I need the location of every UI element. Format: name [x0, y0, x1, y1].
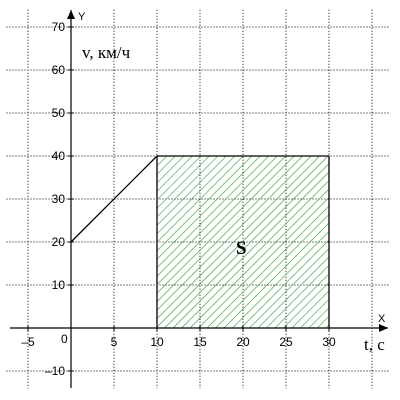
- area-label: S: [236, 238, 247, 259]
- series-line: [70, 155, 329, 243]
- x-tick-label: 25: [279, 335, 293, 349]
- x-tick-label: 30: [322, 335, 336, 349]
- y-tick-label: 20: [52, 235, 66, 249]
- origin-label: 0: [61, 332, 68, 346]
- y-axis-arrow: [67, 10, 75, 19]
- y-tick-label: 40: [52, 149, 66, 163]
- y-tick-label: 10: [52, 278, 66, 292]
- shaded-area-layer: [156, 156, 330, 328]
- x-axis-name: X: [378, 313, 386, 325]
- y-tick-label: –10: [45, 364, 65, 378]
- x-tick-label: 15: [193, 335, 207, 349]
- x-tick-label: 20: [236, 335, 250, 349]
- x-axis-label: t, c: [364, 335, 385, 354]
- x-tick-label: –5: [21, 335, 35, 349]
- y-axis-label: v, км/ч: [82, 43, 131, 62]
- y-tick-label: 60: [52, 63, 66, 77]
- labels: v, км/ч t, c X Y S 0 –5 5 10 15 20 25 30 –10 10 2…: [21, 11, 386, 378]
- y-tick-label: 50: [52, 106, 66, 120]
- series-layer: [70, 155, 329, 243]
- y-axis-name: Y: [78, 11, 86, 23]
- shaded-area: [157, 156, 329, 328]
- x-tick-label: 10: [150, 335, 164, 349]
- x-axis-arrow: [379, 324, 388, 332]
- x-tick-label: 5: [111, 335, 118, 349]
- y-tick-label: 30: [52, 192, 66, 206]
- y-tick-label: 70: [52, 20, 66, 34]
- axes: [10, 10, 388, 388]
